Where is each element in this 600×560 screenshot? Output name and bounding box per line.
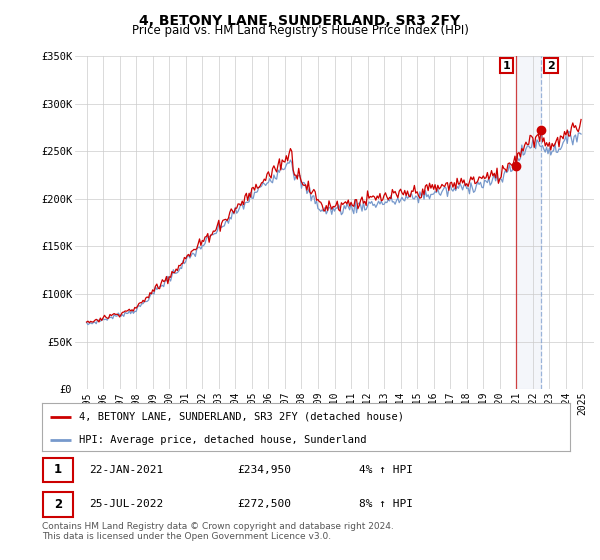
Text: 4, BETONY LANE, SUNDERLAND, SR3 2FY: 4, BETONY LANE, SUNDERLAND, SR3 2FY <box>139 14 461 28</box>
Text: 2: 2 <box>547 60 555 71</box>
Text: Price paid vs. HM Land Registry's House Price Index (HPI): Price paid vs. HM Land Registry's House … <box>131 24 469 37</box>
Text: 25-JUL-2022: 25-JUL-2022 <box>89 500 164 510</box>
Text: HPI: Average price, detached house, Sunderland: HPI: Average price, detached house, Sund… <box>79 435 367 445</box>
Text: 8% ↑ HPI: 8% ↑ HPI <box>359 500 413 510</box>
FancyBboxPatch shape <box>43 492 73 517</box>
FancyBboxPatch shape <box>43 458 73 482</box>
Text: 1: 1 <box>503 60 510 71</box>
Text: 1: 1 <box>54 464 62 477</box>
Text: 2: 2 <box>54 498 62 511</box>
Text: 22-JAN-2021: 22-JAN-2021 <box>89 465 164 475</box>
Text: £272,500: £272,500 <box>238 500 292 510</box>
Text: Contains HM Land Registry data © Crown copyright and database right 2024.
This d: Contains HM Land Registry data © Crown c… <box>42 522 394 542</box>
Text: 4% ↑ HPI: 4% ↑ HPI <box>359 465 413 475</box>
Text: £234,950: £234,950 <box>238 465 292 475</box>
Bar <box>517 56 541 389</box>
Text: 4, BETONY LANE, SUNDERLAND, SR3 2FY (detached house): 4, BETONY LANE, SUNDERLAND, SR3 2FY (det… <box>79 412 404 422</box>
